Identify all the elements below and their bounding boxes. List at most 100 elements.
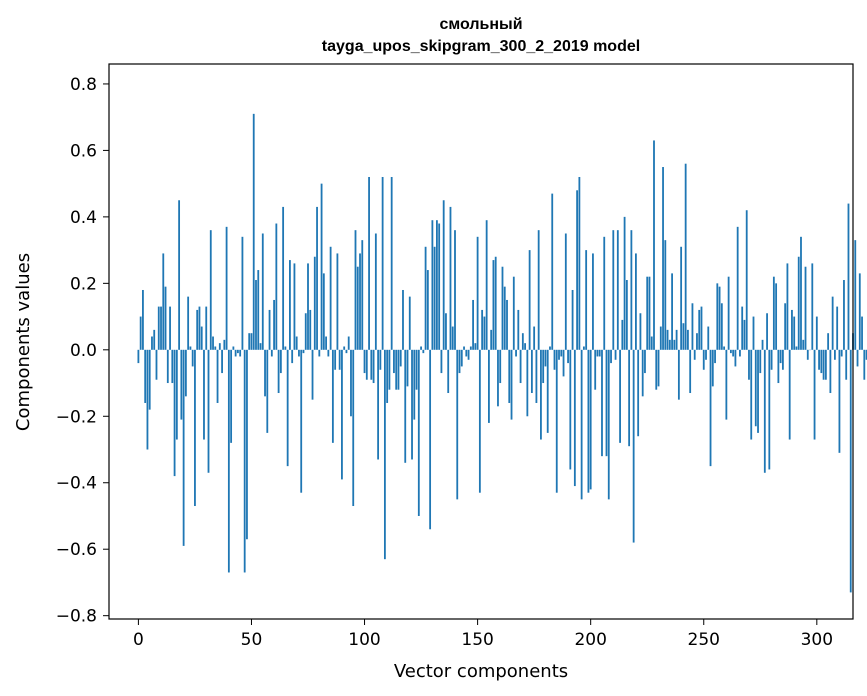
chart-title: смольный — [439, 16, 522, 33]
bar — [198, 306, 201, 350]
bar — [261, 233, 264, 350]
bar — [295, 336, 298, 350]
bar — [399, 349, 402, 367]
bar — [157, 306, 160, 350]
bar — [334, 349, 337, 370]
bar — [635, 253, 637, 350]
bar — [711, 349, 714, 387]
bar — [257, 270, 260, 350]
bar — [598, 349, 601, 357]
bar — [155, 349, 158, 380]
bar — [811, 263, 814, 350]
bar — [714, 349, 716, 364]
bar — [200, 326, 203, 350]
bar — [436, 220, 438, 350]
bar — [702, 349, 705, 370]
bar — [255, 280, 257, 350]
bar — [625, 280, 628, 350]
bar — [781, 349, 784, 370]
bar — [259, 343, 262, 350]
bar — [727, 276, 730, 350]
bar — [573, 349, 576, 487]
bar — [508, 349, 511, 403]
bar — [528, 250, 531, 350]
bar — [356, 266, 359, 350]
bar — [243, 349, 246, 573]
bar — [212, 336, 214, 350]
bar — [404, 349, 407, 463]
bar — [605, 349, 608, 457]
x-tick-label: 0 — [133, 630, 144, 650]
y-axis-label: Components values — [13, 253, 34, 431]
bar — [693, 349, 696, 360]
bar — [614, 349, 617, 360]
bar — [639, 313, 642, 350]
bar — [843, 280, 845, 350]
y-tick-label: 0.8 — [70, 75, 97, 95]
bar — [797, 256, 800, 350]
bar — [293, 263, 296, 350]
bar — [234, 349, 237, 357]
bar — [164, 286, 167, 350]
bar — [592, 253, 594, 350]
y-tick-label: 0.6 — [70, 141, 97, 161]
bar — [840, 349, 843, 357]
bar — [406, 349, 409, 387]
bar — [589, 349, 592, 490]
bar — [388, 349, 391, 390]
bar — [411, 349, 413, 460]
bar — [691, 303, 694, 350]
bar — [795, 346, 798, 350]
bar — [741, 306, 744, 350]
bar — [467, 349, 470, 360]
bar — [327, 349, 330, 357]
bar — [791, 309, 793, 350]
bar — [768, 349, 771, 470]
bar — [151, 336, 153, 350]
bar — [571, 289, 574, 350]
bar — [223, 339, 226, 350]
bar — [343, 346, 346, 350]
bar — [761, 339, 764, 350]
bar — [666, 329, 669, 350]
bar — [189, 346, 192, 350]
bar — [451, 326, 454, 350]
bar — [506, 299, 508, 350]
bar — [173, 349, 176, 477]
bar — [160, 306, 162, 350]
bar — [144, 349, 147, 403]
bar — [786, 263, 789, 350]
bar — [542, 349, 545, 384]
bar — [623, 216, 626, 350]
bar — [564, 233, 567, 350]
bar — [492, 260, 495, 350]
bar — [551, 193, 554, 350]
bar — [644, 349, 646, 374]
bar — [336, 253, 339, 350]
bar — [329, 246, 332, 350]
bar — [449, 206, 452, 350]
bar — [169, 306, 171, 350]
bar — [594, 349, 597, 390]
bar — [822, 349, 825, 380]
bar — [533, 326, 536, 350]
bar — [535, 349, 538, 403]
bar — [718, 286, 721, 350]
bar — [490, 329, 493, 350]
bar — [322, 273, 325, 350]
bar — [705, 349, 707, 360]
bar — [655, 349, 658, 390]
bar — [736, 226, 739, 350]
bar — [569, 349, 572, 470]
bar — [137, 349, 140, 364]
bar — [512, 276, 515, 350]
y-tick-label: −0.8 — [56, 607, 97, 627]
bar — [818, 349, 820, 370]
bar — [619, 349, 621, 443]
bar — [494, 256, 497, 350]
bar — [393, 349, 395, 374]
bar — [207, 349, 210, 473]
bar — [646, 276, 649, 350]
bar — [465, 349, 468, 357]
bar — [800, 236, 802, 350]
